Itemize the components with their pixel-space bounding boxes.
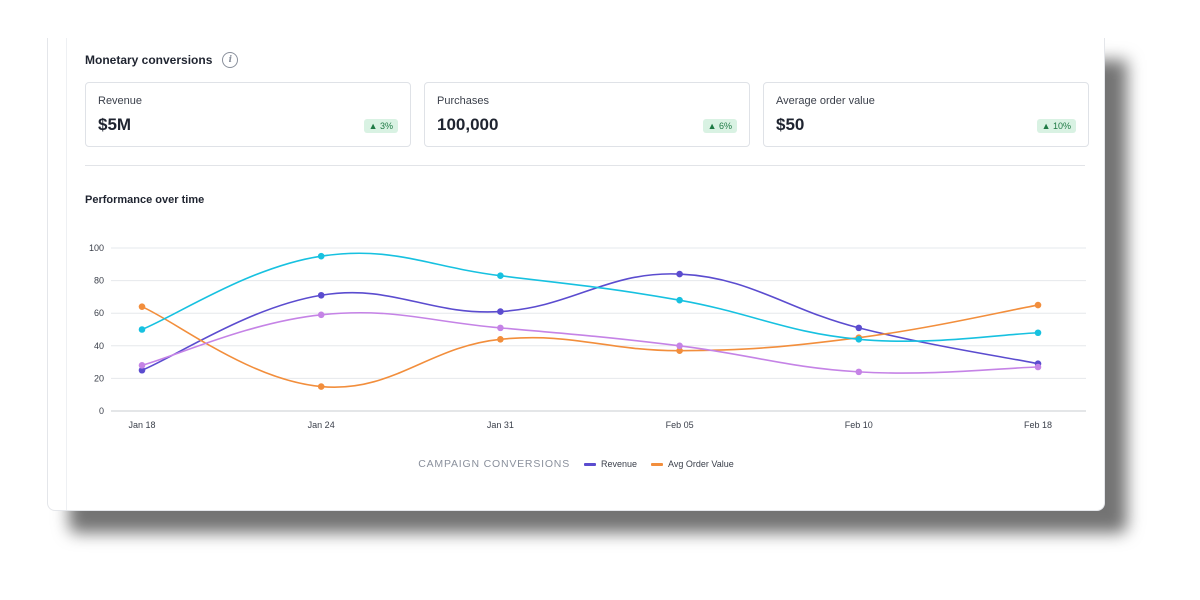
delta-badge: ▲ 10% (1036, 119, 1076, 133)
data-point-2 (676, 296, 683, 304)
data-point-3 (497, 324, 504, 332)
y-tick-label: 20 (94, 373, 104, 383)
kpi-label: Purchases (437, 95, 489, 107)
kpi-card-revenue: Revenue $5M ▲ 3% (85, 82, 411, 147)
delta-badge: ▲ 6% (702, 119, 737, 133)
x-tick-label: Feb 05 (666, 420, 694, 430)
x-tick-label: Feb 18 (1024, 420, 1052, 430)
y-tick-label: 0 (99, 406, 104, 416)
x-tick-label: Feb 10 (845, 420, 873, 430)
card-left-border (66, 38, 67, 510)
series-line-0 (141, 273, 1039, 371)
kpi-row: Revenue $5M ▲ 3% Purchases 100,000 ▲ 6% … (85, 82, 1089, 147)
monetary-conversions-card: Monetary conversions i Revenue $5M ▲ 3% … (47, 38, 1105, 511)
data-point-2 (138, 326, 146, 333)
data-point-2 (1034, 329, 1042, 337)
kpi-value: $5M (98, 115, 132, 134)
kpi-value: $50 (776, 115, 805, 134)
legend-swatch (651, 462, 664, 466)
performance-chart: 0 20 40 60 80 100 Jan 18 Jan 24 Jan 31 Feb 05 Feb … (89, 243, 1086, 430)
divider (85, 165, 1085, 166)
data-point-1 (676, 347, 683, 354)
data-point-1 (1034, 301, 1042, 309)
data-point-1 (317, 383, 325, 390)
data-point-0 (138, 366, 146, 374)
data-point-2 (855, 335, 863, 343)
kpi-label: Revenue (98, 95, 143, 107)
y-tick-label: 80 (94, 276, 104, 286)
legend-swatch (584, 462, 596, 466)
legend-item-revenue[interactable]: Revenue (584, 459, 637, 469)
series-line-3 (141, 311, 1039, 374)
data-point-2 (497, 272, 504, 280)
kpi-card-average-order-value: Average order value $50 ▲ 10% (763, 82, 1089, 147)
section-title: Monetary conversions (85, 53, 213, 67)
data-point-3 (676, 342, 683, 350)
data-point-0 (317, 291, 325, 299)
kpi-card-purchases: Purchases 100,000 ▲ 6% (424, 82, 750, 147)
delta-badge: ▲ 3% (363, 119, 398, 133)
data-point-0 (497, 308, 504, 315)
kpi-label: Average order value (776, 95, 875, 107)
data-point-1 (138, 303, 146, 310)
y-tick-label: 40 (94, 341, 104, 351)
kpi-value: 100,000 (437, 115, 499, 134)
legend-title: CAMPAIGN CONVERSIONS (418, 458, 570, 470)
series-line-2 (141, 252, 1039, 343)
data-point-3 (317, 311, 325, 319)
legend-label: Revenue (601, 459, 638, 469)
legend-item-avg-order-value[interactable]: Avg Order Value (651, 459, 734, 469)
legend-label: Avg Order Value (668, 459, 734, 469)
data-point-2 (317, 252, 325, 260)
data-point-0 (855, 324, 863, 332)
data-point-1 (497, 335, 504, 343)
performance-title: Performance over time (85, 194, 205, 206)
x-tick-label: Jan 31 (487, 420, 514, 430)
chart-legend: CAMPAIGN CONVERSIONS Revenue Avg Order V… (48, 458, 1104, 470)
data-point-3 (1034, 363, 1042, 371)
data-point-3 (138, 362, 146, 369)
data-point-3 (855, 368, 863, 376)
x-tick-label: Jan 24 (308, 420, 335, 430)
data-point-0 (676, 270, 683, 278)
info-icon[interactable]: i (222, 52, 239, 68)
section-header: Monetary conversions i (85, 52, 239, 68)
x-tick-label: Jan 18 (128, 420, 155, 430)
series-line-1 (141, 304, 1039, 388)
y-tick-label: 100 (89, 243, 104, 253)
y-tick-label: 60 (94, 308, 104, 318)
